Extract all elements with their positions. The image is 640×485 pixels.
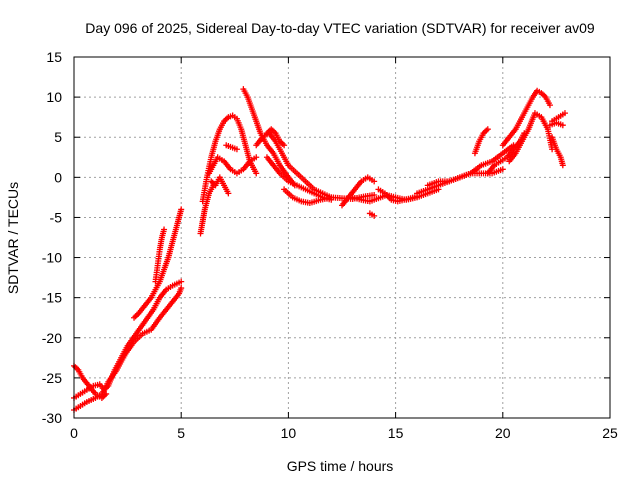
data-point [233,146,240,153]
data-point [178,206,185,213]
series-arc3 [71,362,110,401]
data-point [281,142,288,149]
data-point [225,190,232,197]
y-tick-label: -5 [50,209,63,225]
y-tick-label: -15 [42,290,62,306]
x-tick-label: 20 [495,425,511,441]
data-point [371,212,378,219]
y-tick-label: 10 [46,89,62,105]
x-tick-label: 0 [70,425,78,441]
series-arc18 [375,186,421,205]
series-arc21 [424,166,506,189]
chart-title: Day 096 of 2025, Sidereal Day-to-day VTE… [85,20,595,36]
series-arc26 [549,134,566,169]
data-point [559,122,566,129]
y-axis-label: SDTVAR / TECUs [5,182,21,294]
data-point [371,178,378,185]
x-axis-label: GPS time / hours [287,458,394,474]
data-point [559,162,566,169]
y-tick-label: -10 [42,250,62,266]
data-points [71,86,568,413]
plot-frame [73,56,611,419]
series-arc8 [206,154,260,177]
data-point [161,226,168,233]
series-arc2 [71,285,185,413]
x-tick-label: 25 [602,425,618,441]
series-arc9 [208,174,232,197]
x-tick-label: 10 [281,425,297,441]
x-tick-label: 5 [177,425,185,441]
x-tick-label: 15 [388,425,404,441]
series-arc19 [366,210,378,219]
series-arc14 [263,126,288,149]
y-tick-label: 15 [46,49,62,65]
series-arc7 [197,182,217,237]
data-point [253,154,260,161]
data-point [484,126,491,133]
y-tick-label: 5 [54,129,62,145]
data-point [546,102,553,109]
data-point [499,166,506,173]
series-arc25 [506,110,556,165]
series-arc5 [152,226,168,285]
y-tick-label: -30 [42,410,62,426]
series-arc16 [339,174,378,209]
series-arc4 [131,206,185,321]
y-tick-label: 0 [54,169,62,185]
data-point [103,390,110,397]
series-arc10 [223,142,240,153]
data-point [178,285,185,292]
y-tick-label: -20 [42,330,62,346]
axis-ticks: 0 5 10 15 20 25 -30 -25 -20 -15 -10 -5 0 5 10 15 [42,49,618,441]
series-arc24 [499,87,553,149]
series-arc28 [546,119,566,129]
series-arc22 [471,126,491,157]
data-point [253,170,260,177]
data-point [561,110,568,117]
data-point [178,278,185,285]
y-tick-label: -25 [42,370,62,386]
